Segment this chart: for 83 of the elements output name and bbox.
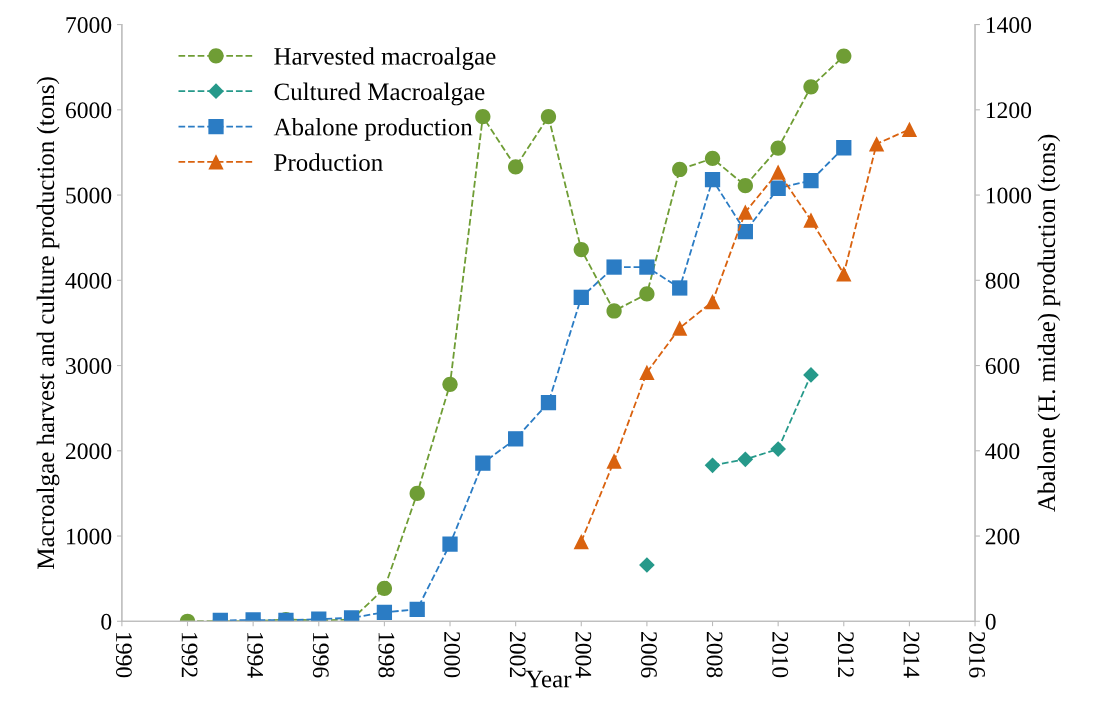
x-tick-label: 2008 (706, 632, 723, 678)
point (672, 320, 688, 336)
point (639, 557, 655, 573)
y-tick-label: 3000 (66, 358, 112, 374)
x-tick-label: 1992 (181, 633, 198, 677)
point (704, 172, 721, 188)
x-tick-label: 2004 (575, 632, 592, 678)
point (376, 580, 393, 597)
point (672, 161, 688, 178)
point (803, 367, 819, 383)
x-tick-label: 1998 (378, 633, 395, 678)
point (475, 108, 491, 125)
y-tick-label: 1000 (67, 528, 112, 545)
point (770, 164, 786, 180)
x-tick-label: 1990 (115, 633, 132, 678)
point (836, 140, 852, 156)
point (770, 441, 787, 457)
point (442, 376, 458, 392)
point (540, 394, 557, 411)
legend-label: Harvested macroalgae (274, 47, 496, 70)
point (606, 303, 622, 319)
point (573, 533, 589, 550)
y-tick-label: 2000 (65, 443, 112, 460)
point (803, 212, 819, 228)
point (704, 293, 721, 310)
point (704, 150, 721, 167)
point (803, 79, 819, 95)
y2-tick-label: 1000 (986, 187, 1032, 204)
x-tick-label: 2016 (969, 632, 986, 678)
point (442, 536, 458, 552)
point (704, 457, 721, 474)
y-tick-label: 5000 (66, 187, 112, 204)
x-tick-label: 2014 (903, 632, 920, 678)
point (573, 289, 589, 305)
x-tick-label: 2010 (772, 632, 789, 678)
point (409, 485, 425, 502)
point (540, 108, 557, 125)
point (606, 453, 622, 469)
point (737, 224, 753, 240)
x-tick-label: 2006 (640, 632, 657, 678)
y-tick-label: 6000 (65, 102, 112, 119)
y2-tick-label: 200 (985, 528, 1020, 545)
y-axis-title: Macroalgae harvest and culture production (tons) (36, 77, 60, 569)
y-tick-label: 7000 (66, 17, 112, 33)
legend-label: Production (274, 153, 383, 171)
y2-tick-label: 600 (985, 358, 1020, 374)
point (803, 172, 819, 189)
point (672, 280, 688, 296)
x-axis-title: Year (525, 670, 572, 688)
y2-axis-title: Abalone (H. midae) production (tons) (1037, 134, 1061, 512)
point (639, 259, 655, 275)
point (737, 451, 754, 468)
y2-tick-label: 0 (985, 613, 996, 630)
x-tick-label: 2012 (837, 632, 854, 677)
point (573, 241, 589, 258)
y-tick-label: 4000 (65, 272, 112, 289)
point (836, 48, 852, 64)
point (508, 159, 524, 175)
point (901, 121, 918, 138)
point (836, 266, 852, 282)
y-tick-label: 0 (101, 613, 112, 630)
legend-label: Abalone production (273, 118, 473, 141)
point (639, 286, 655, 302)
point (737, 178, 753, 194)
point (376, 604, 393, 620)
point (868, 136, 885, 152)
point (475, 455, 491, 471)
point (639, 364, 655, 380)
y2-tick-label: 400 (985, 443, 1020, 460)
y2-tick-label: 1400 (986, 17, 1032, 33)
point (737, 204, 753, 220)
point (508, 431, 524, 447)
x-tick-label: 1994 (247, 633, 264, 678)
y2-tick-label: 800 (985, 272, 1020, 289)
y2-tick-label: 1200 (986, 102, 1032, 119)
x-tick-label: 2000 (444, 632, 461, 678)
legend-label: Cultured Macroalgae (274, 82, 485, 106)
x-tick-label: 1996 (312, 633, 329, 678)
point (770, 140, 786, 156)
x-tick-label: 2002 (509, 632, 526, 677)
point (409, 601, 425, 617)
point (770, 180, 786, 196)
point (606, 259, 622, 275)
